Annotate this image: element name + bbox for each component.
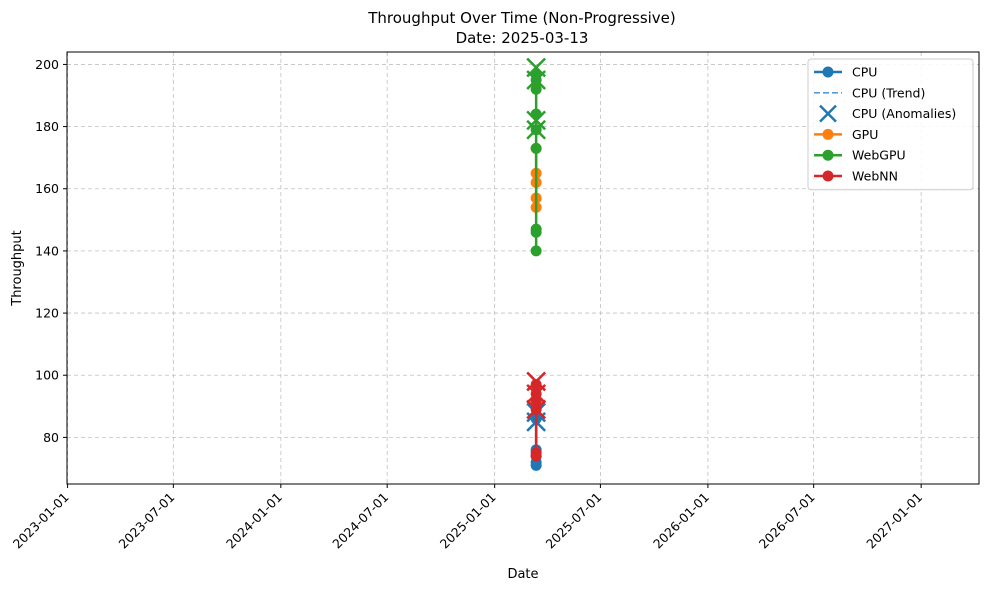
legend-item: WebNN <box>814 169 898 184</box>
legend-handle <box>822 170 834 182</box>
data-point <box>530 379 542 391</box>
legend-label: WebNN <box>852 169 898 184</box>
x-tick-label: 2023-01-01 <box>10 490 72 552</box>
legend-handle <box>822 66 834 78</box>
y-tick-label: 120 <box>35 306 59 321</box>
legend-handle <box>822 149 834 161</box>
legend-item: CPU <box>814 65 877 80</box>
data-point <box>530 223 542 235</box>
legend-label: CPU <box>852 65 877 80</box>
data-point <box>530 142 542 154</box>
data-point <box>530 403 542 415</box>
legend-item: GPU <box>814 127 878 142</box>
x-tick-label: 2023-07-01 <box>115 490 177 552</box>
legend-handle <box>822 128 834 140</box>
y-tick-label: 100 <box>35 368 59 383</box>
y-axis-label: Throughput <box>10 230 25 307</box>
chart-subtitle: Date: 2025-03-13 <box>456 29 589 47</box>
legend-label: CPU (Anomalies) <box>852 106 956 121</box>
x-ticks: 2023-01-01 2023-07-01 2024-01-01 2024-07-01… <box>10 484 925 552</box>
series-webgpu <box>526 57 547 257</box>
x-tick-label: 2026-07-01 <box>756 490 818 552</box>
x-tick-label: 2026-01-01 <box>650 490 712 552</box>
data-point <box>530 245 542 257</box>
anomaly-marker <box>526 110 547 131</box>
y-tick-label: 200 <box>35 57 59 72</box>
chart-title: Throughput Over Time (Non-Progressive) <box>367 9 676 27</box>
x-tick-label: 2024-07-01 <box>329 490 391 552</box>
data-point <box>530 68 542 80</box>
y-tick-label: 160 <box>35 181 59 196</box>
legend-item: CPU (Trend) <box>814 85 925 100</box>
y-tick-label: 180 <box>35 119 59 134</box>
y-tick-label: 80 <box>43 430 59 445</box>
legend-label: CPU (Trend) <box>852 85 925 100</box>
data-point <box>530 83 542 95</box>
y-ticks: 80 100 120 140 160 180 200 <box>35 57 67 445</box>
data-point <box>530 124 542 136</box>
y-tick-label: 140 <box>35 243 59 258</box>
legend-label: WebGPU <box>852 148 906 163</box>
series-group <box>526 57 547 471</box>
x-tick-label: 2025-01-01 <box>437 490 499 552</box>
data-point <box>530 108 542 120</box>
legend: CPU CPU (Trend) CPU (Anomalies) GPU WebGPU We… <box>807 58 974 191</box>
anomaly-marker <box>526 57 547 78</box>
legend-box <box>807 58 974 191</box>
x-axis-label: Date <box>507 567 538 582</box>
legend-handle <box>819 104 837 123</box>
data-point <box>530 388 542 400</box>
legend-item: CPU (Anomalies) <box>819 104 956 123</box>
data-point <box>530 447 542 459</box>
legend-label: GPU <box>852 127 878 142</box>
x-tick-label: 2025-07-01 <box>543 490 605 552</box>
legend-item: WebGPU <box>814 148 906 163</box>
x-tick-label: 2024-01-01 <box>223 490 285 552</box>
series-webnn <box>526 371 547 462</box>
x-tick-label: 2027-01-01 <box>863 490 925 552</box>
plot-frame <box>66 51 980 485</box>
